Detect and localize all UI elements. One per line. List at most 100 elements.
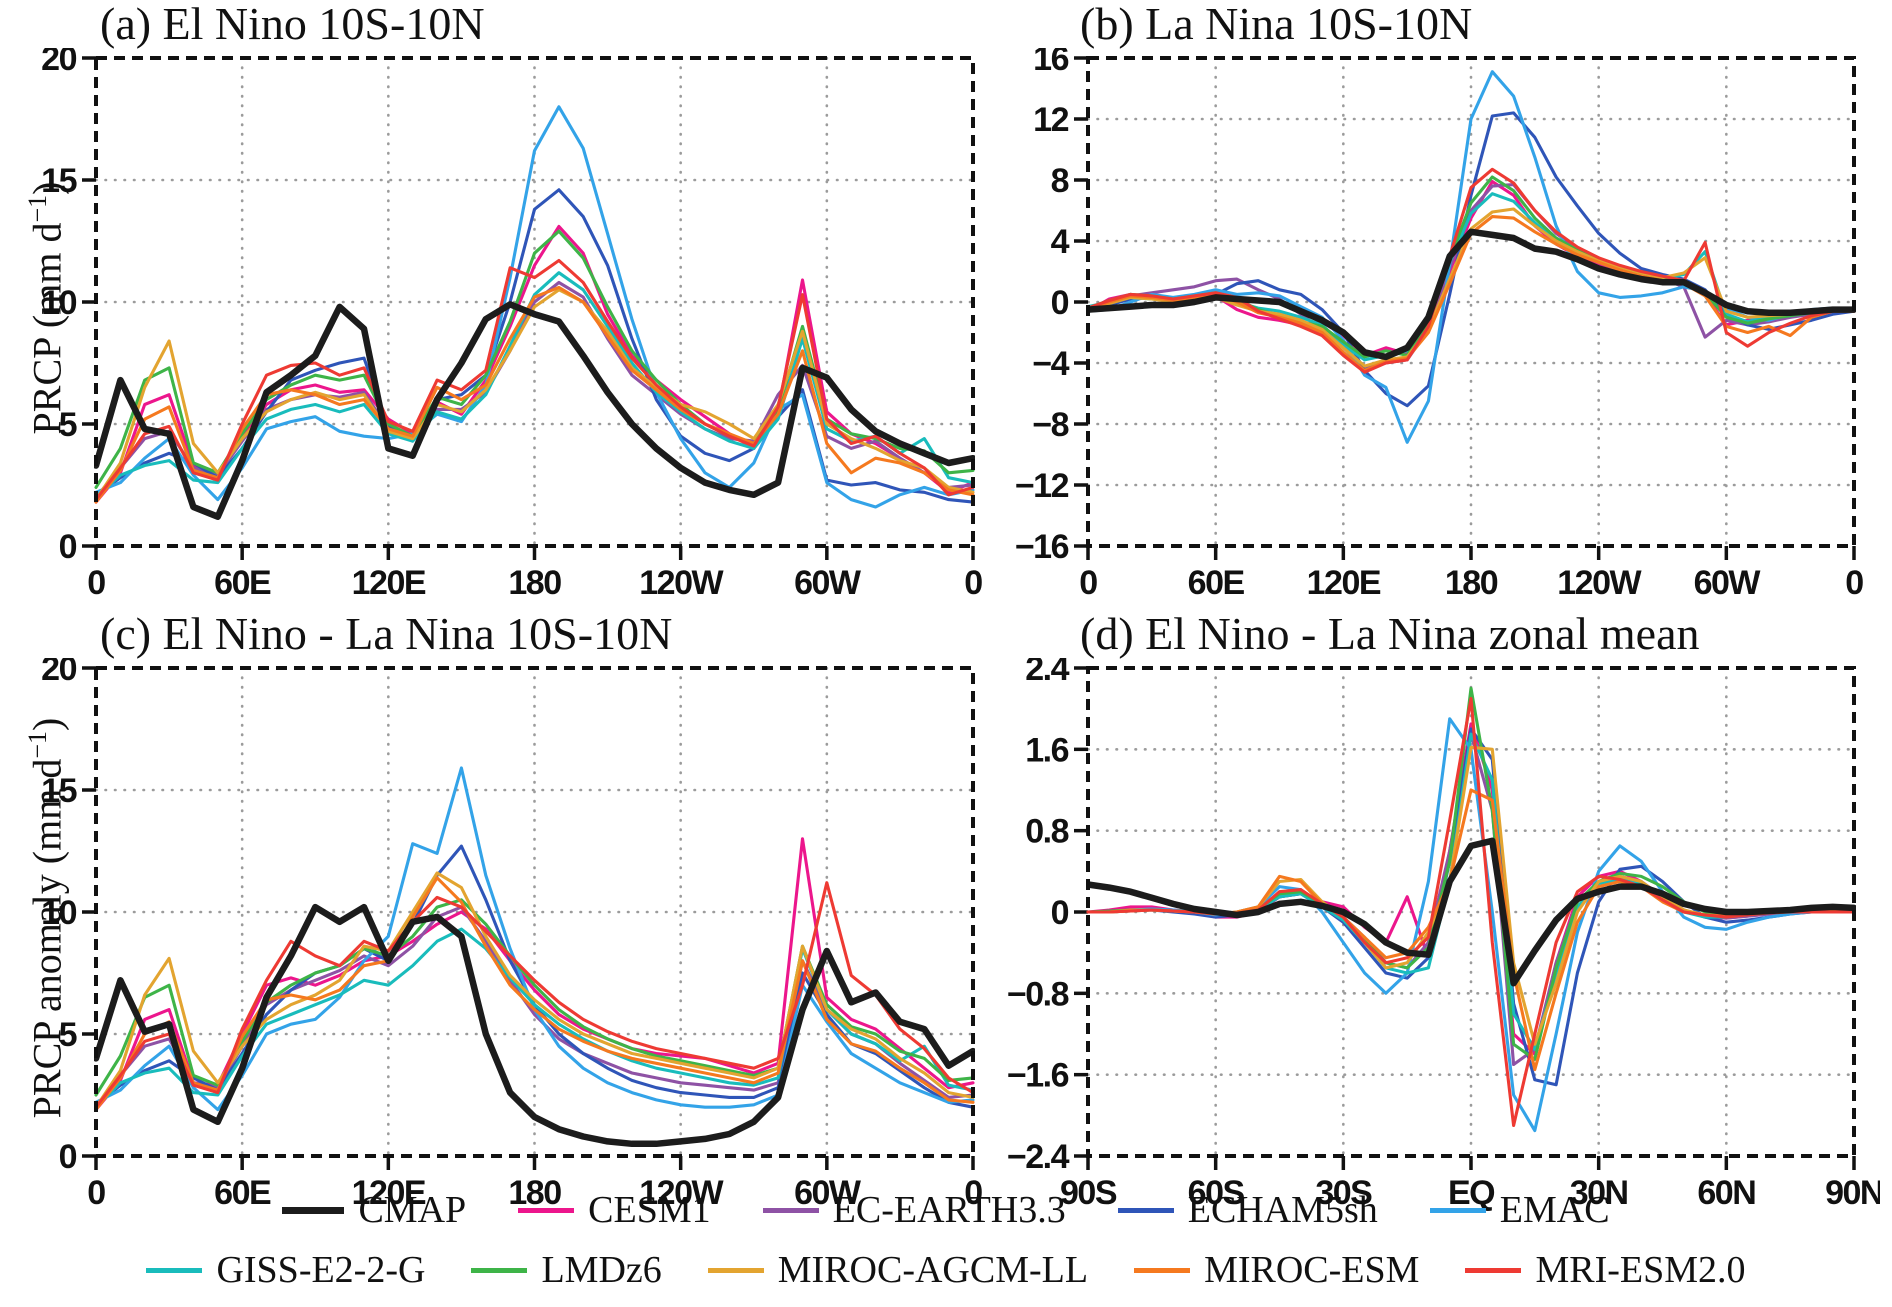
ylabel-text: PRCP anomaly (mm d [24, 758, 70, 1119]
x-tick-label: 0 [1079, 564, 1097, 602]
series-CMAP [1086, 837, 1856, 987]
series-MIROC-ESM [1086, 788, 1856, 1072]
panel-zonal-mean: (d) El Nino - La Nina zonal mean 90S 60S 3… [992, 610, 1880, 1215]
y-tick-label: −16 [1015, 528, 1069, 566]
x-tick-label: 120E [1307, 564, 1381, 602]
ylabel-text: PRCP (mm d [24, 222, 70, 435]
panel-d-title: (d) El Nino - La Nina zonal mean [1080, 608, 1700, 659]
x-tick-label: 90N [1825, 1174, 1880, 1212]
series-CMAP [1086, 228, 1856, 361]
x-tick-label: 0 [87, 564, 105, 602]
x-tick-label: 30N [1570, 1174, 1628, 1212]
legend-item-EMAC: EMAC [1429, 1188, 1610, 1232]
panel-a-y-axis-label: PRCP (mm d−1) [23, 48, 69, 568]
series-ECHAM5sh [1086, 727, 1856, 1087]
ylabel-sup: −1 [23, 731, 52, 759]
legend-row-2: GISS-E2-2-G LMDz6 MIROC-AGCM-LL MIROC-ESM MR… [0, 1248, 1892, 1292]
legend-label: CMAP [358, 1189, 467, 1231]
x-tick-label: 120W [1557, 564, 1642, 602]
x-tick-label: 0 [964, 564, 982, 602]
y-tick-label: 10 [41, 894, 76, 932]
y-tick-label: 0.8 [1025, 813, 1068, 851]
y-tick-label: −1.6 [1007, 1057, 1069, 1095]
legend-item-ECHAM5sh: ECHAM5sh [1117, 1188, 1378, 1232]
legend-line-swatch [707, 1267, 764, 1273]
legend-item-MIROC-AGCM-LL: MIROC-AGCM-LL [707, 1248, 1089, 1292]
y-tick-label: 20 [41, 48, 76, 78]
y-tick-label: 0 [59, 528, 77, 566]
x-tick-label: 0 [87, 1174, 105, 1212]
legend-label: GISS-E2-2-G [216, 1249, 426, 1291]
plot-frame [1086, 56, 1856, 548]
y-tick-label: −12 [1015, 467, 1069, 505]
series-MRI-ESM2.0 [94, 881, 975, 1109]
legend-label: LMDz6 [541, 1249, 662, 1291]
legend-item-CESM1: CESM1 [518, 1188, 711, 1232]
x-tick-label: 60E [1188, 564, 1245, 602]
series-GISS-E2-2-G [94, 271, 975, 499]
legend-line-swatch [471, 1267, 528, 1273]
x-tick-label: 60W [1694, 564, 1762, 602]
series-MIROC-AGCM-LL [94, 871, 975, 1109]
panel-b-plot: 0 60E 120E 180 120W 60W 0 −16 −12 −8 −4 0 4 8 12 16 [1015, 48, 1865, 602]
plot-frame [1086, 666, 1856, 1158]
legend-item-MRI-ESM2.0: MRI-ESM2.0 [1465, 1248, 1746, 1292]
x-tick-label: 30S [1315, 1174, 1372, 1212]
panel-a-title: (a) El Nino 10S-10N [100, 0, 485, 49]
x-tick-label: 180 [1445, 564, 1498, 602]
x-tick-label: 60S [1188, 1174, 1245, 1212]
panel-la-nina: (b) La Nina 10S-10N 0 60E 120E 180 120W 60W 0−… [992, 0, 1880, 605]
y-tick-label: 0 [59, 1138, 77, 1176]
x-tick-label: 60E [214, 564, 271, 602]
series-MIROC-ESM [94, 876, 975, 1112]
y-tick-label: 10 [41, 284, 76, 322]
panel-b-title: (b) La Nina 10S-10N [1080, 0, 1473, 49]
y-tick-label: −4 [1032, 345, 1069, 383]
series-CMAP [94, 301, 975, 520]
panel-c-title: (c) El Nino - La Nina 10S-10N [100, 608, 673, 659]
plot-frame [94, 666, 975, 1158]
legend-line-swatch [1117, 1207, 1174, 1213]
x-tick-label: 120E [352, 564, 426, 602]
x-tick-label: 180 [508, 1174, 561, 1212]
y-tick-label: 20 [41, 658, 76, 688]
ylabel-text: ) [24, 181, 70, 195]
series-MIROC-ESM [94, 285, 975, 504]
ylabel-sup: −1 [23, 194, 52, 223]
legend-item-CMAP: CMAP [282, 1188, 466, 1232]
legend-item-LMDz6: LMDz6 [471, 1248, 662, 1292]
panel-el-nino-minus-la-nina: (c) El Nino - La Nina 10S-10N PRCP anoma… [8, 610, 986, 1215]
legend: CMAP CESM1 EC-EARTH3.3 ECHAM5sh EMAC GISS-E2-… [0, 1188, 1892, 1292]
y-tick-label: 1.6 [1025, 731, 1068, 769]
series-EC-EARTH3.3 [1086, 183, 1856, 370]
legend-label: MIROC-AGCM-LL [777, 1249, 1089, 1291]
x-tick-label: 60N [1697, 1174, 1755, 1212]
legend-label: EMAC [1499, 1189, 1610, 1231]
y-tick-label: 12 [1033, 101, 1068, 139]
legend-line-swatch [146, 1267, 203, 1273]
legend-label: MIROC-ESM [1204, 1249, 1420, 1291]
legend-label: CESM1 [588, 1189, 711, 1231]
y-tick-label: 5 [59, 406, 77, 444]
x-tick-label: 180 [508, 564, 561, 602]
legend-line-swatch [282, 1206, 345, 1214]
y-tick-label: −0.8 [1007, 975, 1069, 1013]
plot-frame [94, 56, 975, 548]
legend-line-swatch [1134, 1267, 1191, 1273]
x-tick-label: 90S [1060, 1174, 1117, 1212]
y-tick-label: −2.4 [1007, 1138, 1070, 1176]
y-tick-label: −8 [1032, 406, 1068, 444]
y-tick-label: 2.4 [1025, 658, 1069, 688]
series-MRI-ESM2.0 [94, 258, 975, 502]
y-tick-label: 15 [41, 162, 76, 200]
legend-line-swatch [518, 1207, 575, 1213]
legend-line-swatch [1429, 1207, 1486, 1213]
x-tick-label: 60W [794, 1174, 862, 1212]
x-tick-label: EQ [1448, 1174, 1495, 1212]
y-tick-label: 15 [41, 772, 76, 810]
y-tick-label: 8 [1051, 162, 1069, 200]
series-CMAP [94, 903, 975, 1148]
y-tick-label: 5 [59, 1016, 77, 1054]
